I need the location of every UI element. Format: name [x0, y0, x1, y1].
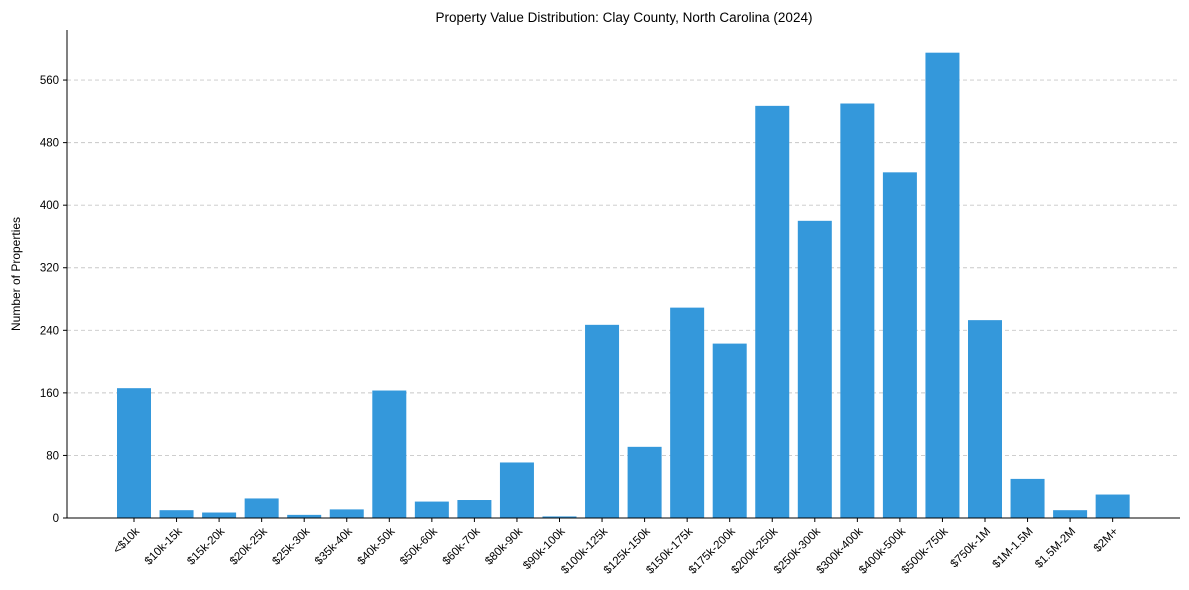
x-tick-label-2: $15k-20k [185, 525, 227, 567]
y-tick-label-400: 400 [40, 200, 59, 212]
bar-0 [117, 388, 151, 518]
grid-lines [67, 79, 1180, 456]
bar-3 [244, 498, 279, 518]
y-tick-label-320: 320 [40, 263, 59, 275]
bar-16 [797, 220, 832, 519]
x-ticks: <$10k $10k-15k $15k-20k $20k-25k $25k-30k $35… [111, 518, 1121, 577]
x-tick-label-0: <$10k [111, 525, 142, 556]
bar-14 [712, 343, 747, 518]
x-tick-label-8: $60k-70k [441, 525, 483, 567]
y-ticks: 0 80 160 240 320 400 480 560 [40, 75, 67, 525]
bar-19 [925, 52, 960, 519]
y-tick-label-0: 0 [53, 513, 59, 525]
x-tick-label-1: $10k-15k [143, 525, 185, 567]
y-tick-label-480: 480 [40, 138, 59, 150]
x-tick-label-9: $80k-90k [483, 525, 525, 567]
bar-13 [670, 307, 705, 518]
y-tick-label-80: 80 [46, 450, 59, 462]
chart-title: Property Value Distribution: Clay County… [436, 10, 813, 25]
y-tick-label-160: 160 [40, 388, 59, 400]
y-axis-label: Number of Properties [9, 217, 23, 331]
bar-17 [840, 103, 875, 518]
bar-10 [542, 516, 577, 518]
bar-21 [1010, 478, 1045, 518]
bar-11 [585, 324, 620, 518]
x-tick-label-5: $35k-40k [313, 525, 355, 567]
x-tick-label-4: $25k-30k [270, 525, 312, 567]
bars [117, 52, 1130, 519]
axes [66, 30, 1180, 519]
bar-20 [968, 320, 1002, 518]
bar-5 [329, 509, 364, 518]
x-tick-label-20: $750k-1M [948, 526, 993, 571]
y-tick-label-240: 240 [40, 325, 59, 337]
bar-9 [499, 462, 534, 518]
y-tick-label-560: 560 [40, 75, 59, 87]
x-tick-label-7: $50k-60k [398, 525, 440, 567]
bar-4 [287, 514, 322, 518]
bar-8 [457, 500, 492, 518]
bar-1 [159, 510, 194, 518]
bar-6 [372, 390, 407, 518]
x-tick-label-23: $2M+ [1092, 525, 1121, 554]
bar-7 [414, 501, 449, 518]
bar-15 [755, 105, 790, 518]
x-tick-label-22: $1.5M-2M [1033, 526, 1078, 571]
x-tick-label-10: $90k-100k [521, 525, 568, 572]
bar-2 [202, 512, 237, 518]
bar-22 [1053, 510, 1088, 518]
x-tick-label-6: $40k-50k [355, 525, 397, 567]
bar-23 [1095, 494, 1130, 518]
x-tick-label-21: $1M-1.5M [991, 526, 1036, 571]
bar-18 [882, 172, 917, 519]
bar-12 [627, 446, 662, 518]
x-tick-label-19: $500k-750k [900, 525, 951, 576]
x-tick-label-3: $20k-25k [228, 525, 270, 567]
